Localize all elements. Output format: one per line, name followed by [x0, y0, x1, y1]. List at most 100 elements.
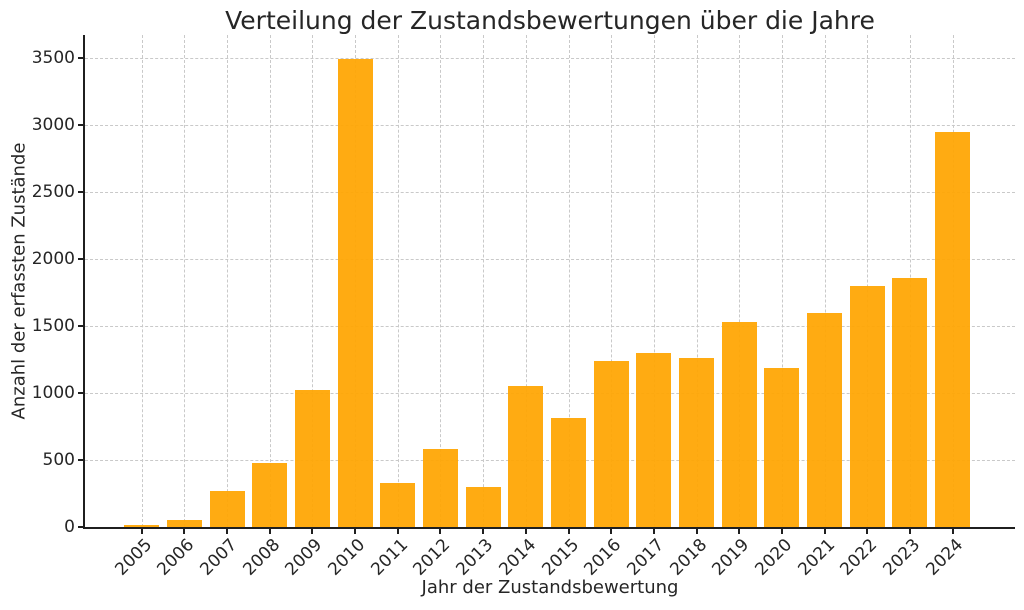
y-axis-title: Anzahl der erfassten Zustände — [8, 142, 30, 420]
bar-2017 — [636, 352, 672, 527]
x-tick-mark — [823, 529, 826, 534]
bar-2015 — [551, 417, 586, 527]
x-tick-mark — [866, 529, 869, 534]
x-tick-mark — [524, 529, 527, 534]
gridline-vertical — [525, 35, 527, 527]
bar-2012 — [422, 449, 458, 527]
x-tick-mark — [610, 529, 613, 534]
x-tick-label: 2008 — [239, 535, 284, 580]
x-tick-mark — [482, 529, 485, 534]
chart-title: Verteilung der Zustandsbewertungen über … — [225, 6, 875, 35]
bar-2021 — [807, 312, 843, 527]
gridline-vertical — [824, 35, 826, 527]
x-tick-label: 2006 — [153, 535, 199, 580]
y-tick-label: 1500 — [31, 315, 75, 336]
x-tick-label: 2019 — [708, 535, 754, 580]
gridline-vertical — [483, 35, 485, 527]
x-tick-label: 2021 — [793, 535, 839, 580]
gridline-vertical — [269, 35, 271, 527]
x-tick-label: 2014 — [495, 535, 540, 580]
gridline-vertical — [440, 35, 442, 527]
bar-2005 — [124, 525, 160, 527]
gridline-vertical — [397, 35, 399, 527]
gridline-horizontal — [85, 325, 1015, 327]
gridline-vertical — [867, 35, 869, 527]
x-tick-mark — [567, 529, 570, 534]
x-tick-mark — [354, 529, 357, 534]
x-tick-mark — [183, 529, 186, 534]
bar-2022 — [849, 286, 885, 527]
gridline-vertical — [568, 35, 570, 527]
bar-2013 — [465, 486, 501, 527]
x-tick-mark — [695, 529, 698, 534]
bar-2020 — [764, 368, 800, 527]
x-tick-label: 2015 — [537, 535, 583, 580]
bar-2008 — [252, 463, 288, 527]
x-tick-label: 2007 — [196, 535, 242, 580]
x-tick-mark — [396, 529, 399, 534]
y-tick-mark — [78, 123, 83, 126]
gridline-horizontal — [85, 392, 1015, 394]
x-tick-mark — [652, 529, 655, 534]
gridline-horizontal — [85, 258, 1015, 260]
x-axis-spine — [83, 527, 1015, 529]
bar-2016 — [593, 360, 629, 527]
y-tick-mark — [78, 324, 83, 327]
y-tick-label: 1000 — [31, 382, 75, 403]
gridline-horizontal — [85, 459, 1015, 461]
y-tick-mark — [78, 391, 83, 394]
y-tick-label: 3500 — [31, 47, 75, 68]
x-tick-mark — [780, 529, 783, 534]
y-tick-label: 2500 — [31, 181, 75, 202]
gridline-vertical — [781, 35, 783, 527]
x-axis-title: Jahr der Zustandsbewertung — [421, 577, 679, 598]
gridline-vertical — [611, 35, 613, 527]
x-tick-label: 2016 — [580, 535, 626, 580]
bar-2010 — [337, 59, 373, 527]
bar-2007 — [209, 490, 245, 527]
x-tick-label: 2009 — [281, 535, 327, 580]
gridline-vertical — [696, 35, 698, 527]
x-tick-label: 2013 — [452, 535, 498, 580]
y-tick-mark — [78, 458, 83, 461]
gridline-horizontal — [85, 124, 1015, 126]
y-tick-label: 0 — [64, 517, 75, 537]
gridline-vertical — [739, 35, 741, 527]
gridline-vertical — [312, 35, 314, 527]
gridline-horizontal — [85, 57, 1015, 59]
x-tick-label: 2020 — [751, 535, 797, 580]
y-tick-label: 2000 — [31, 248, 75, 269]
x-tick-mark — [908, 529, 911, 534]
bar-2023 — [892, 277, 928, 527]
x-tick-mark — [738, 529, 741, 534]
y-tick-mark — [78, 190, 83, 193]
x-tick-label: 2023 — [879, 535, 925, 580]
y-tick-label: 500 — [42, 449, 75, 470]
y-tick-mark — [78, 257, 83, 260]
bar-2011 — [380, 482, 416, 527]
x-tick-label: 2010 — [324, 535, 370, 580]
x-tick-mark — [311, 529, 314, 534]
gridline-vertical — [227, 35, 229, 527]
gridline-horizontal — [85, 191, 1015, 193]
x-tick-label: 2011 — [367, 535, 412, 580]
y-tick-label: 3000 — [31, 114, 75, 135]
x-tick-label: 2017 — [623, 535, 669, 580]
gridline-vertical — [653, 35, 655, 527]
gridline-vertical — [141, 35, 143, 527]
bar-2014 — [508, 385, 544, 527]
x-tick-label: 2024 — [922, 535, 967, 580]
x-tick-mark — [226, 529, 229, 534]
x-tick-mark — [439, 529, 442, 534]
x-tick-label: 2005 — [111, 535, 156, 580]
gridline-vertical — [184, 35, 186, 527]
x-tick-mark — [268, 529, 271, 534]
y-tick-mark — [78, 56, 83, 59]
bar-2006 — [166, 520, 202, 527]
plot-area: 0 500 1000 1500 2000 2500 3000 3500 2005 2006 2007… — [32, 35, 1015, 580]
bar-2009 — [294, 390, 330, 527]
y-tick-mark — [78, 526, 83, 528]
x-tick-label: 2022 — [836, 535, 882, 580]
x-tick-label: 2012 — [409, 535, 455, 580]
